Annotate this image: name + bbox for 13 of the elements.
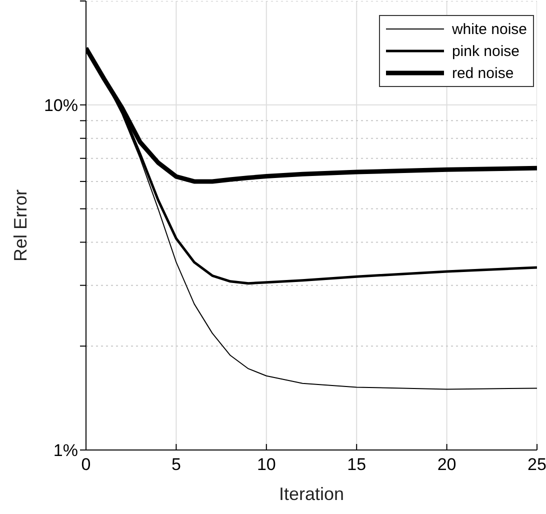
legend-label: pink noise — [452, 42, 520, 60]
x-tick-label: 5 — [171, 455, 181, 474]
legend-label: white noise — [452, 20, 527, 38]
x-tick-label: 20 — [437, 455, 456, 474]
x-tick-label: 25 — [528, 455, 546, 474]
y-axis-title: Rel Error — [10, 189, 30, 262]
x-tick-label: 0 — [81, 455, 91, 474]
x-tick-label: 10 — [256, 455, 276, 474]
x-tick-label: 15 — [347, 455, 366, 474]
legend-label: red noise — [452, 64, 514, 82]
y-tick-label: 10% — [44, 96, 78, 115]
y-tick-label: 1% — [53, 441, 78, 460]
x-axis-title: Iteration — [278, 484, 344, 504]
